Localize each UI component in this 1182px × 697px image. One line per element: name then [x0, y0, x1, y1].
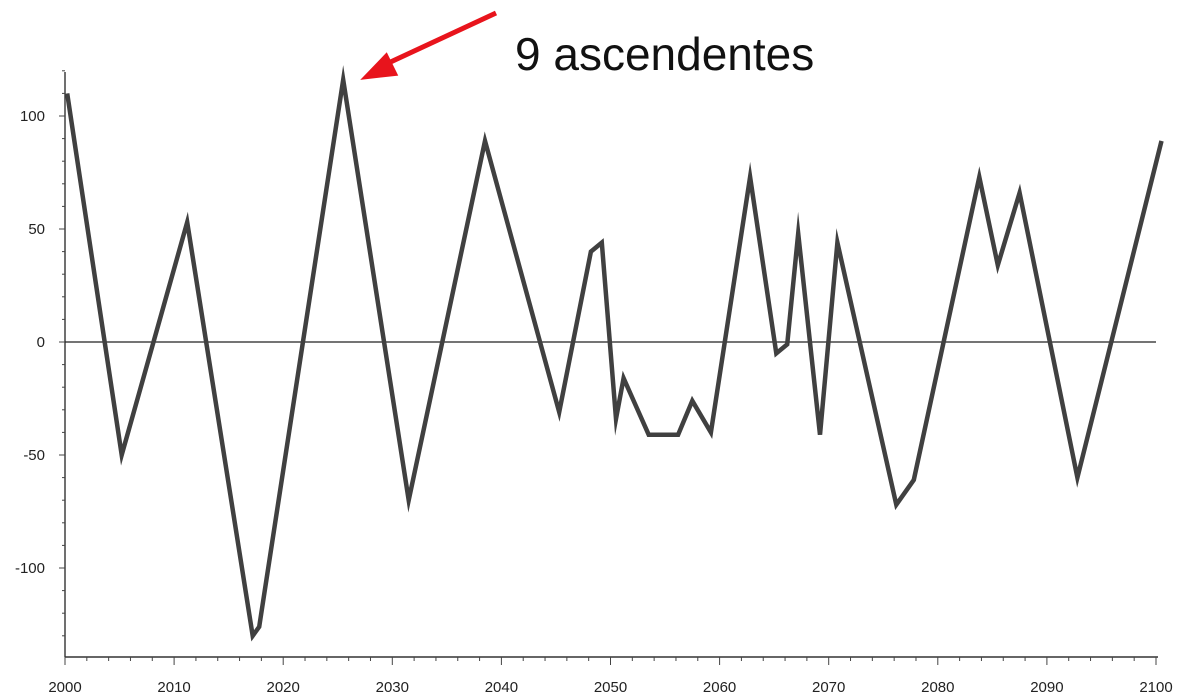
chart-annotations: 9 ascendentes [360, 10, 814, 80]
y-tick-label: 0 [37, 334, 45, 351]
x-tick-label: 2050 [594, 679, 627, 696]
y-tick-label: -100 [15, 560, 45, 577]
x-tick-label: 2100 [1139, 679, 1172, 696]
chart-series [64, 65, 1164, 642]
chart-ticks: 100 50 0 -50 -100 2000 2010 2020 2030 2040 2050 206… [15, 70, 1173, 696]
x-tick-label: 2030 [376, 679, 409, 696]
y-tick-label: -50 [23, 447, 45, 464]
x-tick-label: 2070 [812, 679, 845, 696]
x-tick-label: 2090 [1030, 679, 1063, 696]
x-tick-label: 2010 [157, 679, 190, 696]
annotation-arrow-shaft [381, 10, 498, 69]
x-tick-label: 2040 [485, 679, 518, 696]
x-tick-label: 2060 [703, 679, 736, 696]
y-tick-label: 50 [28, 221, 45, 238]
x-tick-label: 2000 [48, 679, 81, 696]
x-tick-label: 2080 [921, 679, 954, 696]
annotation-arrowhead [360, 52, 399, 80]
y-tick-label: 100 [20, 108, 45, 125]
annotation-label: 9 ascendentes [515, 28, 814, 80]
x-tick-label: 2020 [267, 679, 300, 696]
series-line [64, 65, 1164, 642]
